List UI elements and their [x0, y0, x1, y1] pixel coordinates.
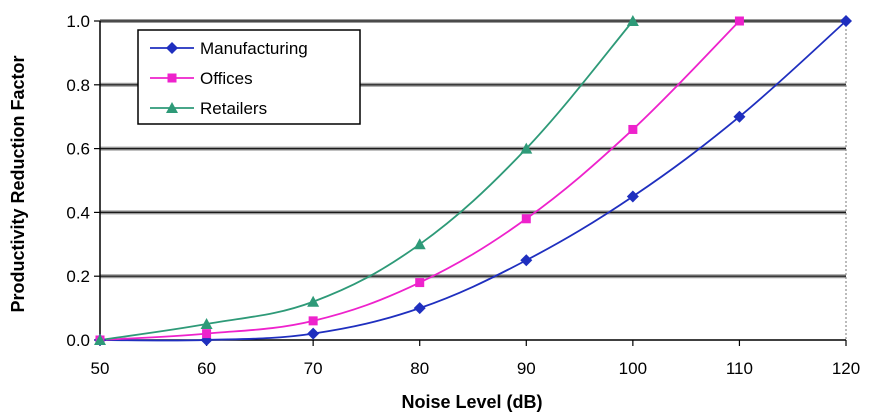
data-point-offices	[521, 214, 531, 224]
data-point-offices	[308, 316, 318, 326]
x-tick-label: 70	[304, 359, 323, 378]
data-point-retailers	[520, 142, 533, 154]
data-point-offices	[415, 278, 425, 288]
x-tick-label: 80	[410, 359, 429, 378]
y-tick-label: 0.0	[66, 331, 90, 350]
y-axis-title: Productivity Reduction Factor	[8, 55, 28, 312]
data-point-offices	[202, 329, 212, 339]
data-point-retailers	[626, 15, 639, 26]
y-tick-label: 0.2	[66, 267, 90, 286]
x-tick-label: 110	[726, 359, 753, 378]
legend-marker-offices	[167, 73, 177, 83]
legend-marker-retailers	[166, 102, 178, 113]
series-line-manufacturing	[99, 20, 847, 342]
data-point-manufacturing	[840, 15, 852, 27]
x-tick-label: 90	[517, 359, 536, 378]
legend-label-retailers: Retailers	[200, 99, 267, 118]
data-point-retailers	[94, 334, 106, 345]
data-point-retailers	[413, 238, 426, 250]
legend-label-offices: Offices	[200, 69, 253, 88]
y-tick-label: 1.0	[66, 12, 90, 31]
data-point-offices	[734, 16, 744, 26]
x-tick-label: 60	[197, 359, 216, 378]
data-point-manufacturing	[733, 110, 746, 123]
legend-marker-manufacturing	[166, 42, 178, 54]
series-markers	[94, 15, 852, 346]
x-tick-label: 120	[832, 359, 860, 378]
y-tick-label: 0.4	[66, 203, 90, 222]
x-tick-label: 100	[619, 359, 647, 378]
legend-label-manufacturing: Manufacturing	[200, 39, 308, 58]
x-axis-title: Noise Level (dB)	[401, 392, 542, 412]
data-point-manufacturing	[520, 254, 533, 267]
data-point-offices	[628, 124, 638, 134]
data-point-manufacturing	[307, 327, 320, 340]
series-line-retailers	[99, 20, 634, 341]
data-point-retailers	[307, 295, 320, 307]
data-point-retailers	[200, 318, 213, 330]
data-point-manufacturing	[413, 302, 426, 315]
y-tick-label: 0.8	[66, 76, 90, 95]
legend: Manufacturing Offices Retailers	[137, 29, 361, 125]
x-tick-label: 50	[91, 359, 110, 378]
tick-labels: 0.0 0.2 0.4 0.6 0.8 1.0 50 60 70 80 90 100 110 120	[66, 12, 860, 378]
y-tick-label: 0.6	[66, 140, 90, 159]
data-point-manufacturing	[626, 190, 639, 203]
